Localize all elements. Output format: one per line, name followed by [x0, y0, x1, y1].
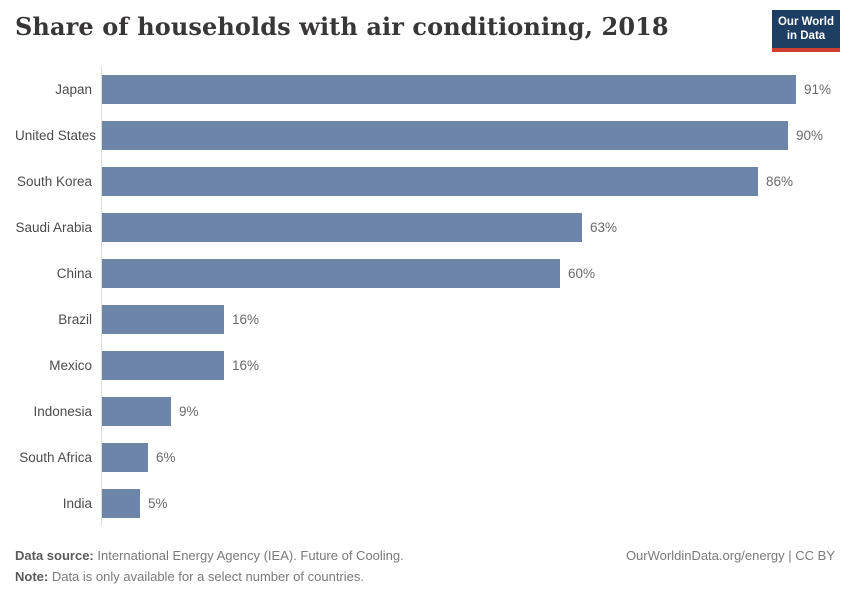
bar-area: 63% — [101, 204, 835, 250]
value-label: 16% — [232, 357, 260, 373]
bar-row: Japan 91% — [15, 66, 835, 112]
bar-row: Mexico 16% — [15, 342, 835, 388]
bar[interactable] — [102, 74, 796, 104]
value-label: 9% — [179, 403, 199, 419]
bar-row: South Korea 86% — [15, 158, 835, 204]
category-label: Indonesia — [33, 403, 92, 419]
data-source-line: Data source: International Energy Agency… — [15, 545, 835, 566]
category-label: China — [56, 265, 92, 281]
bar-row: Brazil 16% — [15, 296, 835, 342]
bar-row: South Africa 6% — [15, 434, 835, 480]
category-label: Saudi Arabia — [15, 219, 92, 235]
data-source-text: International Energy Agency (IEA). Futur… — [93, 548, 404, 563]
chart-title: Share of households with air conditionin… — [15, 12, 669, 41]
owid-logo-line2: in Data — [786, 30, 826, 43]
bar-row: China 60% — [15, 250, 835, 296]
bar-area: 16% — [101, 296, 835, 342]
bar-chart: Japan 91% United States 90% South Korea 86% Sa… — [15, 66, 835, 526]
bar-area: 16% — [101, 342, 835, 388]
bar[interactable] — [102, 120, 788, 150]
bar[interactable] — [102, 258, 560, 288]
value-label: 60% — [568, 265, 596, 281]
category-label: Japan — [55, 81, 92, 97]
bar[interactable] — [102, 304, 224, 334]
value-label: 16% — [232, 311, 260, 327]
value-label: 63% — [590, 219, 618, 235]
credit-link[interactable]: OurWorldinData.org/energy | CC BY — [625, 548, 835, 563]
bar-row: Saudi Arabia 63% — [15, 204, 835, 250]
category-label: United States — [15, 127, 97, 143]
bar-area: 91% — [101, 66, 835, 112]
bar[interactable] — [102, 166, 758, 196]
bar-area: 9% — [101, 388, 835, 434]
note-label: Note: — [15, 569, 49, 584]
bar-area: 90% — [101, 112, 835, 158]
bar-area: 60% — [101, 250, 835, 296]
note-text: Data is only available for a select numb… — [48, 569, 364, 584]
note-line: Note: Data is only available for a selec… — [15, 566, 835, 587]
bar[interactable] — [102, 442, 148, 472]
bar[interactable] — [102, 488, 140, 518]
owid-logo[interactable]: Our World in Data — [772, 10, 840, 52]
bar-area: 6% — [101, 434, 835, 480]
bar[interactable] — [102, 212, 582, 242]
value-label: 91% — [804, 81, 832, 97]
chart-footer: Data source: International Energy Agency… — [15, 545, 835, 587]
category-label: South Korea — [16, 173, 92, 189]
data-source-label: Data source: — [15, 548, 94, 563]
bar-area: 86% — [101, 158, 835, 204]
category-label: India — [62, 495, 92, 511]
bar-row: Indonesia 9% — [15, 388, 835, 434]
bar[interactable] — [102, 350, 224, 380]
value-label: 90% — [796, 127, 824, 143]
bar[interactable] — [102, 396, 171, 426]
category-label: South Africa — [19, 449, 92, 465]
bar-row: India 5% — [15, 480, 835, 526]
owid-logo-line1: Our World — [777, 16, 834, 28]
category-label: Brazil — [58, 311, 92, 327]
bar-row: United States 90% — [15, 112, 835, 158]
value-label: 5% — [148, 495, 168, 511]
value-label: 86% — [766, 173, 794, 189]
category-label: Mexico — [49, 357, 92, 373]
value-label: 6% — [156, 449, 176, 465]
bar-area: 5% — [101, 480, 835, 526]
